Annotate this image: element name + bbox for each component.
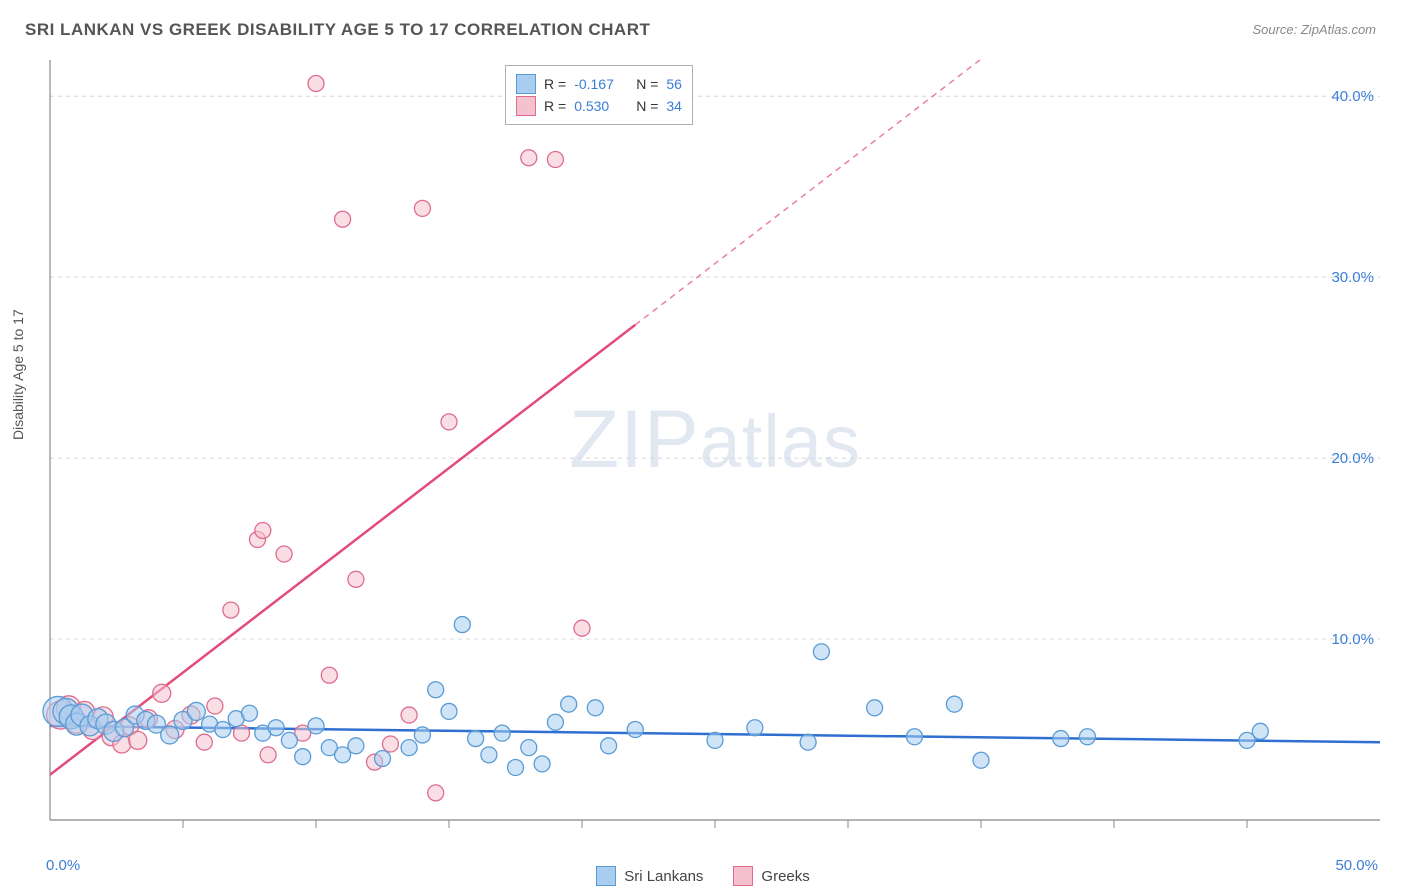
legend-row: R = 0.530 N = 34 <box>516 96 682 116</box>
legend-n-value: 56 <box>666 76 682 92</box>
chart-title: SRI LANKAN VS GREEK DISABILITY AGE 5 TO … <box>25 20 650 40</box>
legend-n-value: 34 <box>666 98 682 114</box>
legend-swatch <box>596 866 616 886</box>
legend-item: Greeks <box>733 866 809 886</box>
legend-swatch <box>516 74 536 94</box>
legend-label: Sri Lankans <box>624 868 703 885</box>
legend-r-label: R = <box>544 76 566 92</box>
legend-n-label: N = <box>636 98 658 114</box>
legend-swatch <box>516 96 536 116</box>
legend-n-label: N = <box>636 76 658 92</box>
legend-row: R = -0.167 N = 56 <box>516 74 682 94</box>
series-legend: Sri Lankans Greeks <box>0 866 1406 886</box>
svg-text:10.0%: 10.0% <box>1331 631 1374 648</box>
legend-r-value: -0.167 <box>574 76 628 92</box>
legend-r-value: 0.530 <box>574 98 628 114</box>
correlation-legend: R = -0.167 N = 56 R = 0.530 N = 34 <box>505 65 693 125</box>
svg-text:20.0%: 20.0% <box>1331 450 1374 467</box>
scatter-plot: 10.0%20.0%30.0%40.0% ZIPatlas R =-0.167N… <box>50 60 1380 820</box>
legend-item: Sri Lankans <box>596 866 703 886</box>
y-axis-label: Disability Age 5 to 17 <box>10 309 26 440</box>
legend-r-label: R = <box>544 98 566 114</box>
legend-label: Greeks <box>761 868 809 885</box>
svg-text:40.0%: 40.0% <box>1331 88 1374 105</box>
svg-text:30.0%: 30.0% <box>1331 269 1374 286</box>
source-label: Source: ZipAtlas.com <box>1252 22 1376 37</box>
legend-swatch <box>733 866 753 886</box>
